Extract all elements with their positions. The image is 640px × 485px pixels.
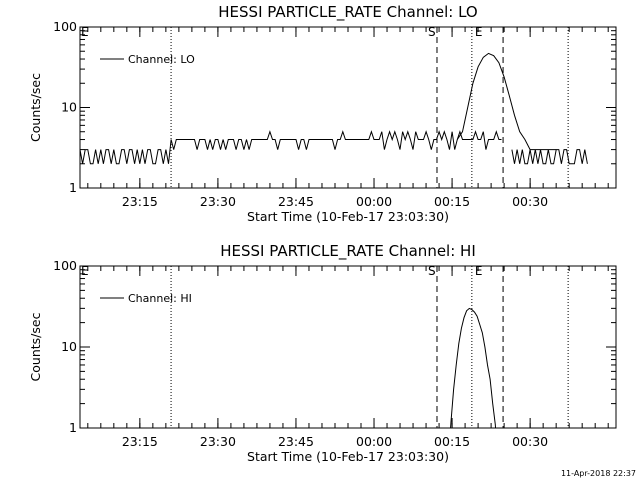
marker-label: E <box>81 264 89 278</box>
legend-label: Channel: LO <box>128 53 195 66</box>
plot-frame <box>79 265 617 429</box>
y-tick-label: 100 <box>53 258 77 273</box>
legend-label: Channel: HI <box>128 292 192 305</box>
x-tick-label: 23:45 <box>278 434 314 449</box>
x-tick-label: 23:45 <box>278 194 314 209</box>
y-tick-label: 1 <box>69 420 77 435</box>
x-tick-label: 00:15 <box>434 194 470 209</box>
y-axis-label: Counts/sec <box>28 73 43 142</box>
y-tick-label: 100 <box>53 19 77 34</box>
x-axis-label: Start Time (10-Feb-17 23:03:30) <box>247 209 449 224</box>
x-tick-label: 23:15 <box>122 434 158 449</box>
y-tick-label: 10 <box>61 339 77 354</box>
panel-hi: HESSI PARTICLE_RATE Channel: HI 1 10 100 23:… <box>28 242 617 464</box>
x-tick-label: 23:30 <box>200 194 236 209</box>
y-axis-label: Counts/sec <box>28 312 43 381</box>
marker-label: E <box>475 264 483 278</box>
marker-label: S <box>428 264 436 278</box>
x-tick-label: 23:30 <box>200 434 236 449</box>
plot-frame <box>79 26 617 189</box>
chart-title: HESSI PARTICLE_RATE Channel: LO <box>218 3 477 22</box>
marker-label: S <box>428 25 436 39</box>
x-tick-label: 00:30 <box>512 194 548 209</box>
series-line <box>450 307 497 428</box>
y-tick-label: 1 <box>69 180 77 195</box>
series-line <box>456 52 557 151</box>
panel-lo: HESSI PARTICLE_RATE Channel: LO 1 10 100 23:… <box>28 3 617 224</box>
x-tick-label: 00:00 <box>356 194 392 209</box>
x-tick-label: 23:15 <box>122 194 158 209</box>
marker-label: E <box>81 25 89 39</box>
footer-timestamp: 11-Apr-2018 22:37 <box>561 469 636 478</box>
series-line <box>511 149 588 165</box>
chart-title: HESSI PARTICLE_RATE Channel: HI <box>220 242 476 261</box>
marker-label: E <box>475 25 483 39</box>
x-tick-label: 00:00 <box>356 434 392 449</box>
x-tick-label: 00:15 <box>434 434 470 449</box>
x-axis-label: Start Time (10-Feb-17 23:03:30) <box>247 449 449 464</box>
series-line <box>80 130 502 165</box>
x-tick-label: 00:30 <box>512 434 548 449</box>
y-tick-label: 10 <box>61 100 77 115</box>
